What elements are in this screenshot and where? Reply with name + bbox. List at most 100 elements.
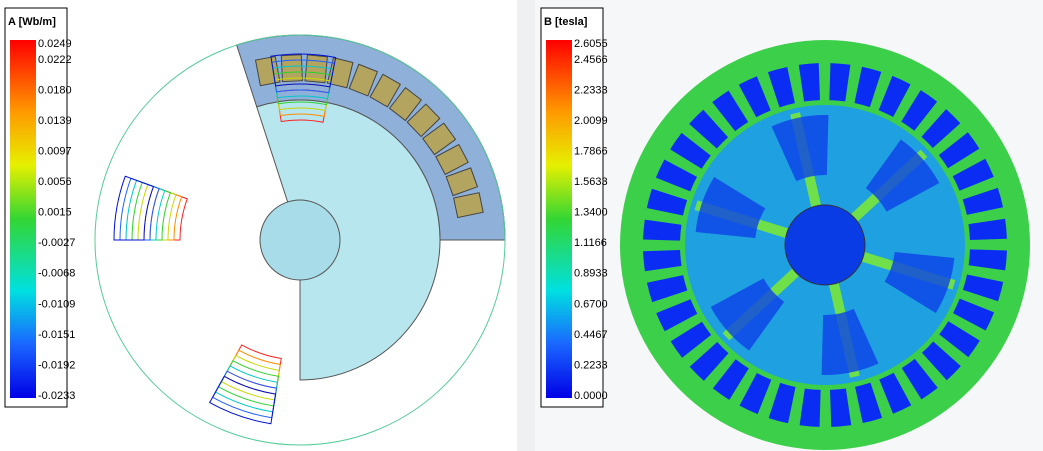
legend-label: 1.1166 — [574, 237, 607, 249]
rotor-pole — [695, 177, 766, 239]
legend-label: 0.0097 — [38, 146, 72, 158]
legend-label: 0.0056 — [38, 176, 72, 188]
field-plot — [620, 40, 1030, 450]
contour — [214, 365, 279, 413]
legend-title: A [Wb/m] — [8, 16, 56, 28]
legend-title: B [tesla] — [544, 16, 588, 28]
slot — [670, 132, 711, 169]
rotor-pole — [884, 251, 955, 313]
flux-plot — [94, 34, 506, 446]
slot — [829, 63, 851, 102]
slot — [901, 90, 938, 131]
legend-label: 1.3400 — [574, 207, 608, 219]
legend-label: 0.8933 — [574, 268, 608, 280]
slot — [939, 321, 980, 358]
rotor-pole — [771, 115, 829, 182]
legend-label: 0.0015 — [38, 207, 72, 219]
legend-label: -0.0233 — [38, 390, 75, 402]
slot — [953, 298, 995, 331]
slot — [689, 341, 729, 381]
coil — [406, 103, 441, 138]
legend-label: 0.6700 — [574, 298, 608, 310]
slot — [643, 250, 682, 272]
legend-label: 2.6055 — [574, 38, 608, 50]
legend-label: 0.0249 — [38, 38, 72, 50]
coil — [280, 54, 304, 83]
slot — [767, 66, 795, 108]
slot — [878, 75, 911, 117]
contour — [211, 370, 278, 419]
slot — [962, 187, 1004, 215]
legend-label: 2.4566 — [574, 54, 608, 66]
legend-label: -0.0027 — [38, 237, 75, 249]
slot — [656, 299, 698, 332]
coil — [304, 54, 328, 84]
legend-label: -0.0109 — [38, 298, 75, 310]
slot — [968, 218, 1007, 240]
slot — [655, 159, 697, 192]
slot — [830, 388, 852, 427]
legend-label: -0.0192 — [38, 359, 75, 371]
slot — [670, 321, 712, 358]
rotor-pole — [821, 308, 879, 375]
legends: A [Wb/m] 0.0249 0.0222 0.0180 0.0139 0.0097 0.… — [4, 7, 608, 408]
legend-label: 0.0222 — [38, 54, 72, 66]
legend-label: 0.0139 — [38, 115, 72, 127]
rotor-hub — [784, 204, 866, 286]
coil — [435, 143, 469, 176]
slot — [962, 274, 1004, 302]
contour — [270, 53, 337, 88]
legend-label: -0.0068 — [38, 268, 75, 280]
legend-label: 0.0000 — [574, 390, 608, 402]
coil — [445, 167, 479, 197]
slot — [689, 109, 729, 149]
slot — [921, 109, 961, 149]
contour — [119, 177, 160, 241]
slot — [938, 132, 980, 169]
slot — [799, 388, 821, 427]
legend-label: 1.7866 — [574, 146, 608, 158]
legend-label: 1.5633 — [574, 176, 608, 188]
slot — [855, 382, 883, 424]
rotor-hub — [259, 199, 341, 281]
slot — [739, 373, 772, 415]
coil — [348, 63, 379, 97]
slot — [712, 90, 749, 132]
legend-label: 0.0180 — [38, 84, 72, 96]
slot — [712, 359, 749, 400]
slot — [646, 188, 688, 216]
contour — [125, 179, 166, 241]
coil — [369, 73, 402, 108]
outer-contour — [94, 34, 506, 446]
slot — [768, 382, 796, 424]
rotor-sector — [256, 99, 441, 381]
colorbar — [10, 40, 36, 398]
coil — [453, 192, 484, 219]
legend-label: 0.4467 — [574, 329, 608, 341]
legend-label: 0.2233 — [574, 359, 608, 371]
contour — [113, 175, 155, 241]
legend-label: 2.2333 — [574, 84, 608, 96]
slot — [901, 358, 938, 400]
coil — [388, 86, 422, 122]
legend-label: -0.0151 — [38, 329, 75, 341]
contour — [208, 375, 277, 425]
rotor-pole — [865, 139, 940, 212]
slot — [643, 219, 682, 241]
coil — [254, 55, 281, 87]
colorbar — [546, 40, 572, 398]
rotor-pole — [710, 278, 785, 351]
slot — [738, 76, 771, 118]
contour — [272, 65, 334, 100]
slot — [646, 275, 688, 303]
slot — [952, 158, 994, 191]
slot — [854, 66, 882, 108]
coil — [422, 122, 457, 156]
contour — [271, 59, 336, 94]
slot — [921, 341, 961, 381]
slot — [879, 372, 912, 414]
slot — [968, 249, 1007, 271]
legend-label: 2.0099 — [574, 115, 608, 127]
